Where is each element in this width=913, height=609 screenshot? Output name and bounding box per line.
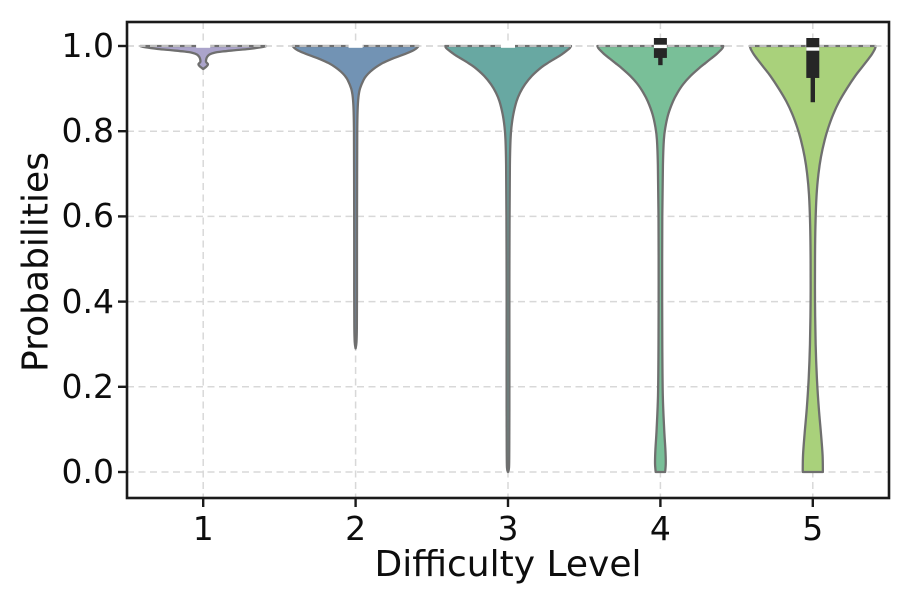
x-tick-label: 5: [802, 509, 824, 548]
y-tick-label: 1.0: [61, 26, 114, 65]
x-axis-title: Difficulty Level: [374, 544, 642, 585]
box-median-tick: [348, 44, 363, 48]
box-whisker: [658, 55, 663, 66]
x-tick-label: 4: [649, 509, 671, 548]
x-tick-label: 3: [497, 509, 519, 548]
box-whisker: [810, 75, 815, 103]
violin-4: [596, 44, 725, 474]
violin-3: [443, 44, 573, 474]
violin-2: [291, 44, 420, 350]
y-tick-label: 0.6: [61, 196, 114, 236]
x-tick-label: 2: [345, 509, 367, 548]
box-iqr: [806, 38, 820, 78]
y-tick-label: 0.8: [61, 111, 114, 151]
violin-5: [748, 44, 877, 474]
box-median: [806, 47, 820, 51]
y-tick-label: 0.4: [61, 281, 114, 321]
y-tick-label: 0.0: [61, 452, 114, 491]
y-tick-label: 0.2: [61, 366, 114, 406]
box-median-tick: [196, 44, 211, 48]
x-tick-label: 1: [192, 509, 214, 548]
box-median-tick: [501, 44, 515, 48]
y-axis-title: Probabilities: [15, 152, 57, 372]
violin-1: [139, 44, 268, 71]
box-median: [653, 44, 667, 49]
